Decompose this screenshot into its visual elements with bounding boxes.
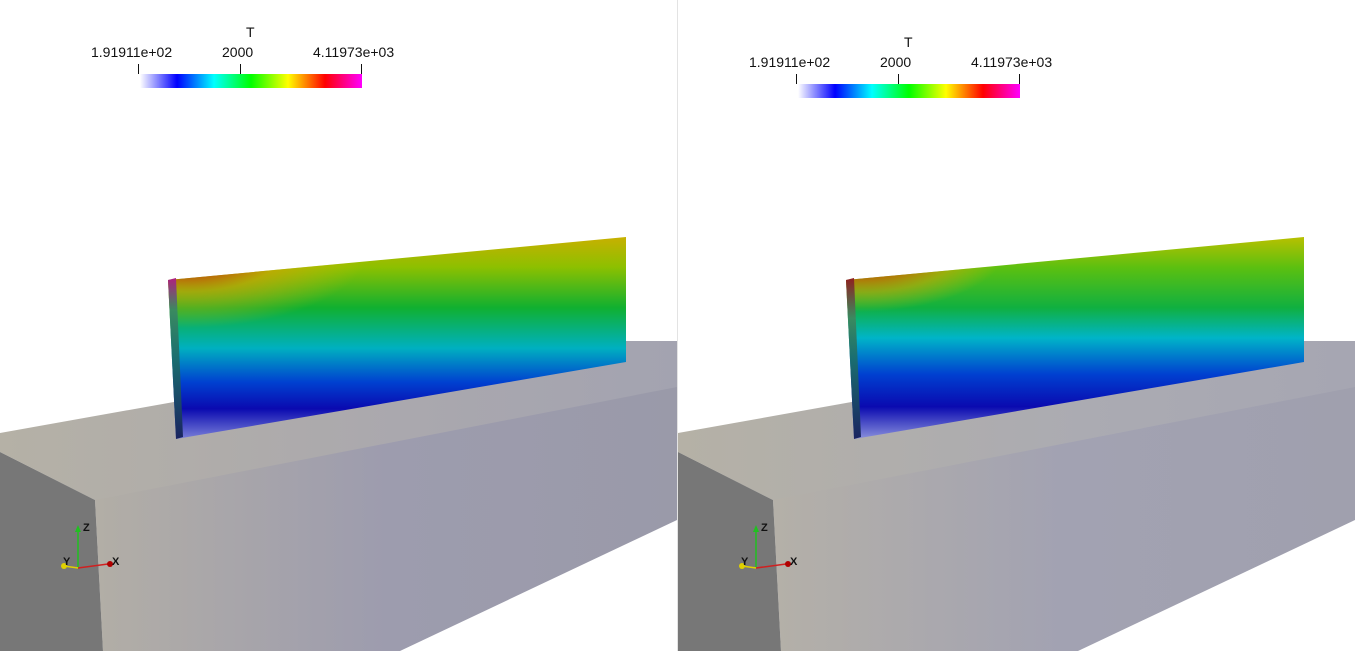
legend-max-label: 4.11973e+03 (313, 44, 395, 60)
legend-mid-label: 2000 (880, 54, 912, 70)
legend-max-label: 4.11973e+03 (971, 54, 1053, 70)
wall-edge (168, 278, 183, 439)
substrate-side-face (0, 452, 103, 651)
hot-spot (846, 237, 1304, 439)
legend-tick-mid (240, 64, 241, 74)
axis-y-label: Y (63, 556, 71, 568)
render-view-right[interactable]: T 1.91911e+02 2000 4.11973e+03 Z Y X (678, 0, 1355, 651)
legend-tick-max (1019, 74, 1020, 84)
legend-tick-max (361, 64, 362, 74)
hot-spot (168, 237, 626, 439)
axis-x-label: X (112, 556, 120, 568)
legend-title: T (246, 24, 255, 40)
legend-color-bar (798, 84, 1020, 98)
axis-z-label: Z (83, 522, 90, 534)
orientation-axes: Z Y X (734, 520, 804, 580)
orientation-axes: Z Y X (56, 520, 126, 580)
3d-scene-left[interactable] (0, 0, 677, 651)
legend-title: T (904, 34, 913, 50)
legend-color-bar (140, 74, 362, 88)
wall-edge (846, 278, 861, 439)
render-view-left[interactable]: T 1.91911e+02 2000 4.11973e+03 Z Y X (0, 0, 677, 651)
view-divider[interactable] (677, 0, 678, 651)
axes-triad-icon (739, 525, 791, 569)
axis-z-label: Z (761, 522, 768, 534)
legend-tick-min (138, 64, 139, 74)
color-legend: T 1.91911e+02 2000 4.11973e+03 (746, 32, 1086, 102)
axis-y-label: Y (741, 556, 749, 568)
legend-min-label: 1.91911e+02 (749, 54, 831, 70)
3d-scene-right[interactable] (678, 0, 1355, 651)
substrate-front-face (773, 387, 1355, 651)
legend-min-label: 1.91911e+02 (91, 44, 173, 60)
legend-mid-label: 2000 (222, 44, 254, 60)
legend-tick-mid (898, 74, 899, 84)
legend-tick-min (796, 74, 797, 84)
substrate-front-face (95, 387, 677, 651)
axes-triad-icon (61, 525, 113, 569)
axis-x-label: X (790, 556, 798, 568)
color-legend: T 1.91911e+02 2000 4.11973e+03 (88, 22, 428, 92)
substrate-side-face (678, 452, 781, 651)
